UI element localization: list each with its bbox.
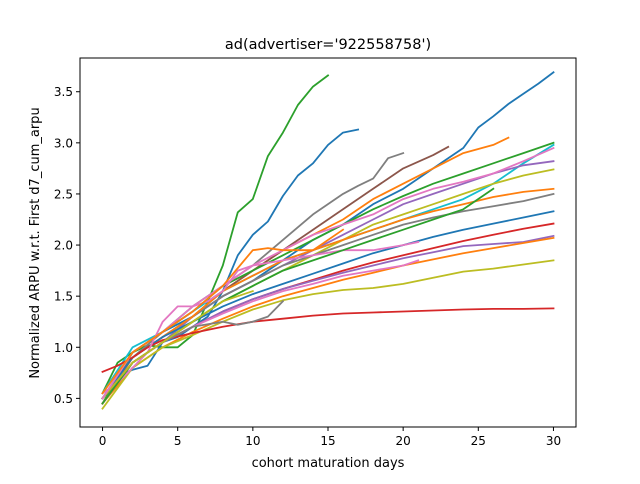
y-tick-label: 0.5	[54, 392, 73, 406]
series-line-25	[101, 228, 345, 395]
series-line-24	[101, 146, 555, 400]
y-tick-label: 3.0	[54, 136, 73, 150]
series-line-23	[101, 289, 254, 400]
x-tick-label: 20	[396, 434, 411, 448]
x-tick-label: 25	[471, 434, 486, 448]
series-layer	[101, 71, 555, 410]
y-tick-label: 2.0	[54, 239, 73, 253]
series-line-18	[101, 307, 555, 373]
series-line-17	[101, 259, 555, 410]
series-line-19	[101, 240, 420, 395]
y-axis-label: Normalized ARPU w.r.t. First d7_cum_arpu	[28, 107, 43, 378]
y-tick-label: 1.0	[54, 341, 73, 355]
series-line-16	[101, 236, 555, 405]
y-axis: 0.5 1.0 1.5 2.0 2.5 3.0 3.5	[54, 85, 80, 406]
series-line-13	[101, 210, 555, 400]
series-line-2	[101, 128, 360, 400]
x-axis-label: cohort maturation days	[252, 456, 405, 471]
y-tick-label: 3.5	[54, 85, 73, 99]
x-tick-label: 10	[245, 434, 260, 448]
chart-title: ad(advertiser='922558758')	[225, 37, 431, 53]
series-line-1	[101, 74, 330, 395]
y-tick-label: 1.5	[54, 290, 73, 304]
x-tick-label: 0	[99, 434, 107, 448]
x-tick-label: 15	[320, 434, 335, 448]
x-tick-label: 30	[546, 434, 561, 448]
x-axis: 0 5 10 15 20 25 30	[99, 427, 561, 448]
series-line-12	[101, 187, 555, 400]
y-tick-label: 2.5	[54, 187, 73, 201]
x-tick-label: 5	[174, 434, 182, 448]
